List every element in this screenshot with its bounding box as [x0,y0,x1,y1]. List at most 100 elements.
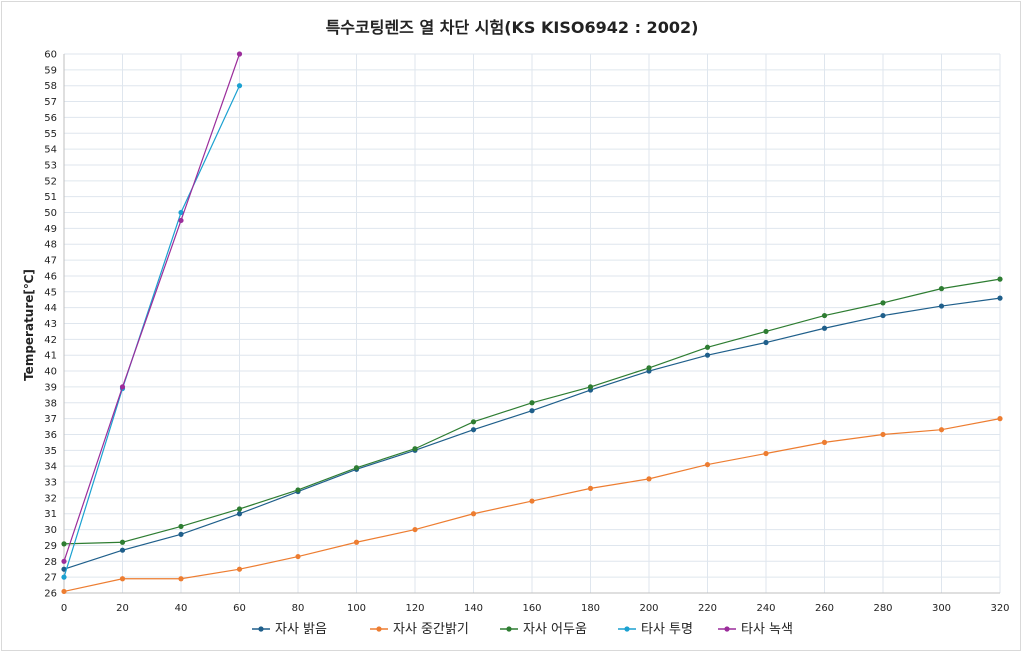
data-point [821,312,828,319]
x-tick-label: 320 [990,603,1009,614]
data-point [938,427,945,433]
y-tick-label: 43 [44,319,57,330]
series-3 [61,276,1003,547]
data-point [938,286,945,292]
x-tick-label: 100 [347,603,366,614]
data-point [61,588,67,595]
data-point [880,300,886,306]
y-tick-label: 53 [44,160,57,171]
data-point [295,487,301,493]
x-tick-label: 280 [873,603,892,614]
data-point [178,523,184,530]
y-tick-label: 50 [44,208,57,219]
data-point [763,339,769,346]
x-tick-label: 200 [639,603,658,614]
data-point [880,431,886,438]
y-tick-label: 32 [44,493,57,504]
legend-item: 타사 녹색 [718,622,793,637]
y-tick-label: 41 [44,351,57,362]
y-tick-label: 49 [44,224,57,235]
data-point [470,419,477,425]
legend-item: 자사 어두움 [500,622,587,637]
data-point [353,539,360,545]
x-tick-label: 240 [756,603,775,614]
legend-item: 자사 밝음 [252,622,327,637]
data-point [529,408,535,414]
data-point [997,295,1003,301]
x-tick-label: 80 [292,603,305,614]
data-point [61,566,67,572]
series-line [63,85,241,578]
legend-item: 자사 중간밝기 [370,622,469,637]
legend-label: 자사 밝음 [275,622,327,637]
x-tick-label: 60 [233,603,246,614]
legend-dot-marker [258,626,264,632]
legend-item: 타사 투명 [618,622,693,637]
y-tick-label: 31 [44,509,57,520]
y-tick-label: 59 [44,65,57,76]
legend-dot-marker [624,626,630,632]
y-tick-label: 48 [44,240,57,251]
data-point [61,541,67,547]
data-point [412,446,418,452]
x-tick-label: 140 [464,603,483,614]
data-point [587,485,594,491]
legend-label: 타사 투명 [641,622,693,637]
y-tick-labels: 26 27 28 29 30 31 32 33 34 35 36 37 38 39 40 41 42 43 44 45… [44,50,57,600]
data-point [295,553,301,560]
x-tick-label: 300 [932,603,951,614]
data-point [646,365,652,371]
data-point [119,576,126,582]
data-point [61,574,67,580]
x-tick-label: 120 [405,603,424,614]
data-point [178,531,184,537]
data-point [236,83,243,89]
series-line [63,53,241,562]
y-tick-label: 44 [44,303,57,314]
x-tick-label: 20 [116,603,129,614]
y-tick-label: 58 [44,81,57,92]
data-point [704,461,711,468]
y-tick-label: 45 [44,287,57,298]
data-point [119,539,126,545]
data-point [938,303,945,309]
legend-label: 자사 중간밝기 [393,622,469,637]
legend-dot-marker [376,626,382,632]
data-point [178,217,184,224]
data-point [236,51,243,57]
y-tick-label: 35 [44,446,57,457]
y-tick-label: 42 [44,335,57,346]
data-point [412,526,418,533]
y-tick-label: 39 [44,382,57,393]
data-point [587,384,594,390]
data-point [470,511,477,517]
y-axis-label: Temperature[℃] [22,269,36,381]
y-tick-label: 27 [44,573,57,584]
data-point [119,547,126,553]
y-tick-label: 26 [44,589,57,600]
data-point [236,506,243,512]
data-point [119,384,126,390]
y-tick-label: 54 [44,145,57,156]
x-tick-labels: 0 20 40 60 80 100 120 140 160 180 200 220 240 260 280 3… [61,603,1010,614]
data-point [178,576,184,582]
y-tick-label: 34 [44,462,57,473]
x-tick-label: 160 [522,603,541,614]
data-point [704,344,711,350]
data-point [529,498,535,504]
data-point [821,325,828,331]
x-tick-label: 40 [175,603,188,614]
data-point [763,450,769,457]
y-tick-label: 56 [44,113,57,124]
y-tick-label: 30 [44,525,57,536]
y-tick-label: 37 [44,414,57,425]
legend-dot-marker [724,626,730,632]
y-tick-label: 47 [44,256,57,267]
y-tick-label: 36 [44,430,57,441]
grid-lines [63,53,1001,594]
y-tick-label: 60 [44,50,57,61]
y-tick-label: 55 [44,129,57,140]
data-point [704,352,711,358]
data-point [997,276,1003,282]
